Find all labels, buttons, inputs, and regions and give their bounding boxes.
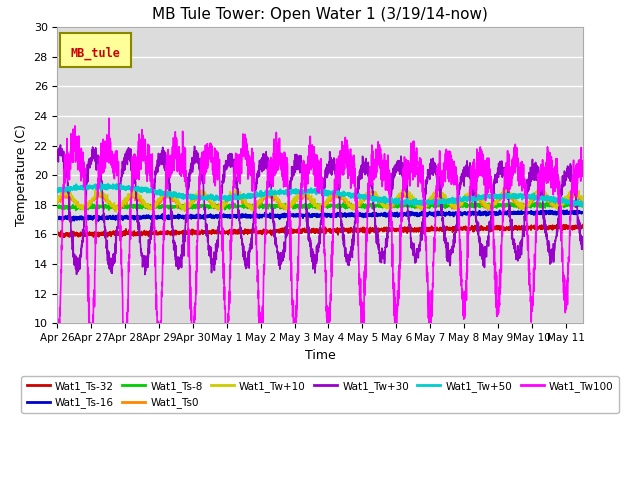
Legend: Wat1_Ts-32, Wat1_Ts-16, Wat1_Ts-8, Wat1_Ts0, Wat1_Tw+10, Wat1_Tw+30, Wat1_Tw+50,: Wat1_Ts-32, Wat1_Ts-16, Wat1_Ts-8, Wat1_… xyxy=(22,376,618,413)
X-axis label: Time: Time xyxy=(305,348,335,361)
Title: MB Tule Tower: Open Water 1 (3/19/14-now): MB Tule Tower: Open Water 1 (3/19/14-now… xyxy=(152,7,488,22)
Y-axis label: Temperature (C): Temperature (C) xyxy=(15,124,28,226)
